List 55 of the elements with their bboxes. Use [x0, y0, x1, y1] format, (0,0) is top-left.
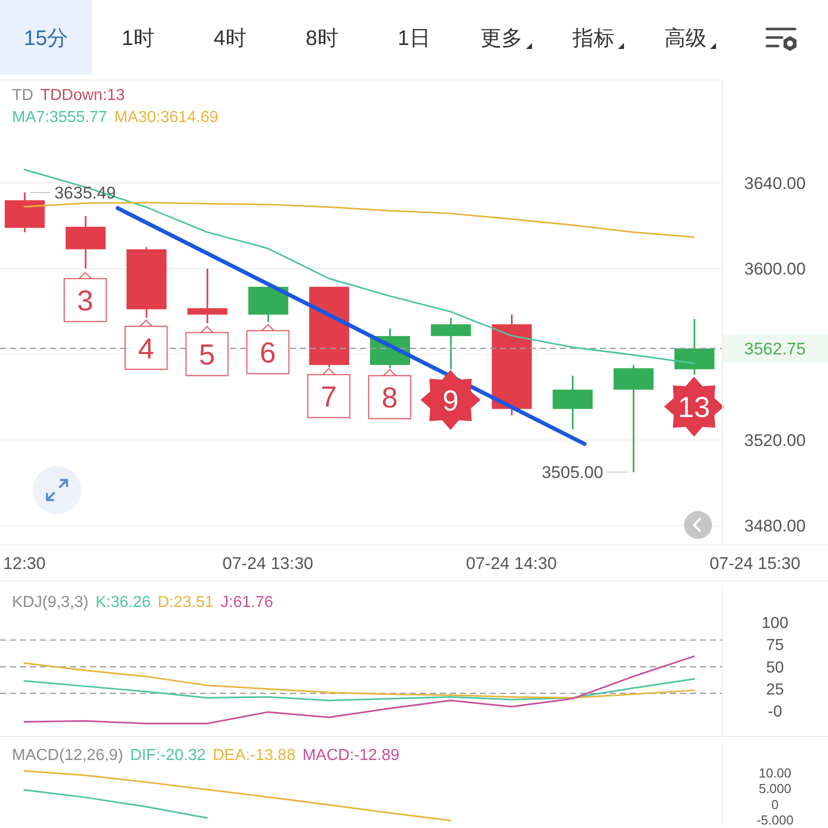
text: 15分 — [24, 26, 68, 52]
y-tick-label: 100 — [762, 614, 788, 632]
text: 高级 — [664, 26, 706, 52]
text: KDJ(9,3,3) — [12, 594, 88, 612]
text: 4时 — [214, 26, 246, 52]
y-tick-label: 10.00 — [758, 766, 792, 781]
y-tick-label: 0 — [771, 796, 779, 812]
line-series — [24, 168, 695, 364]
annotation: 3 — [77, 286, 94, 318]
text: MA30:3614.69 — [114, 109, 218, 127]
line-series — [24, 678, 695, 702]
line-series — [24, 655, 695, 724]
y-tick-label: 75 — [766, 637, 784, 654]
text: DIF:-20.32 — [130, 747, 206, 765]
line-series — [24, 770, 452, 822]
y-tick-label: 3600.00 — [744, 260, 806, 279]
annotation: 3505.00 — [542, 463, 604, 482]
candlestick — [187, 268, 228, 324]
text: 1时 — [122, 26, 154, 52]
text: J:61.76 — [220, 594, 274, 612]
text: 指标 — [572, 26, 614, 52]
annotation: TD — [12, 87, 34, 105]
x-tick-label: 07-24 14:30 — [466, 554, 557, 573]
y-tick-label: 5.000 — [758, 781, 792, 796]
text: 1日 — [398, 26, 430, 52]
y-tick-label: 3520.00 — [744, 430, 806, 450]
annotation: MACD:-12.89 — [302, 747, 400, 765]
x-tick-label: 07-24 15:30 — [710, 554, 800, 573]
line-series — [24, 202, 695, 238]
annotation: TDDown:13 — [40, 87, 125, 105]
text: 更多 — [480, 26, 522, 52]
annotation: 9 — [442, 385, 459, 418]
y-tick-label: 50 — [766, 659, 784, 676]
series-label: DEA:-13.88 — [212, 747, 296, 765]
text: MA7:3555.77 — [12, 109, 108, 127]
y-tick-label: -0 — [768, 704, 782, 721]
line-series — [24, 662, 695, 699]
x-tick-label: 12:30 — [3, 554, 46, 573]
y-tick-label: -5.000 — [756, 812, 794, 828]
y-tick-label: 25 — [766, 682, 784, 699]
ref-line-label: 3562.75 — [744, 339, 806, 358]
chart-title: MACD(12,26,9) — [12, 747, 124, 765]
annotation: 5 — [198, 340, 216, 372]
annotation: 4 — [138, 333, 154, 366]
line-series — [24, 789, 208, 819]
annotation: 8 — [382, 382, 398, 415]
text: 8时 — [306, 26, 338, 52]
text: D:23.51 — [158, 594, 214, 612]
text: K:36.26 — [95, 594, 151, 612]
annotation: 13 — [678, 392, 710, 424]
annotation: 7 — [320, 382, 337, 414]
y-tick-label: 3480.00 — [744, 516, 806, 536]
x-tick-label: 07-24 13:30 — [222, 554, 314, 573]
y-tick-label: 3640.00 — [744, 174, 806, 193]
annotation: 6 — [260, 338, 276, 370]
